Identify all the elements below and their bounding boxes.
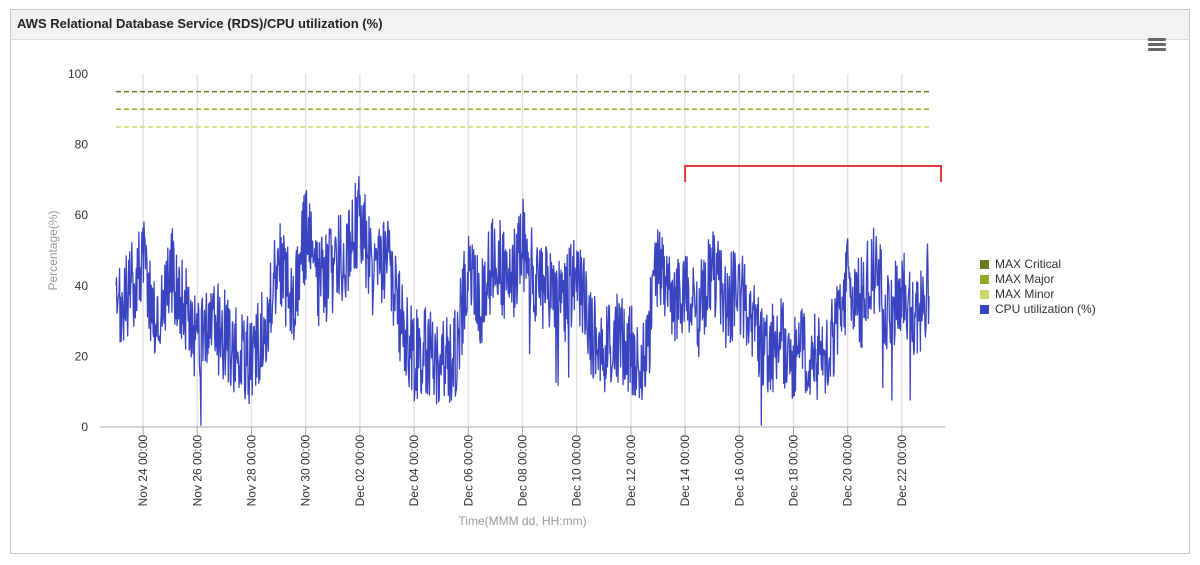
x-tick-label: Dec 08 00:00 [516,435,530,507]
y-tick-label: 100 [68,67,88,81]
x-tick-label: Dec 18 00:00 [787,435,801,507]
series-layer [115,175,930,426]
x-tick-label: Dec 16 00:00 [732,435,746,507]
y-tick-label: 80 [75,138,89,152]
axes: Nov 24 00:00 Nov 26 00:00 Nov 28 00:00 Nov … [68,67,945,506]
legend-swatch [980,290,989,299]
x-axis-title: Time(MMM dd, HH:mm) [458,514,586,528]
legend-swatch [980,260,989,269]
panel-header: AWS Relational Database Service (RDS)/CP… [11,10,1189,40]
hamburger-menu-icon[interactable] [1147,36,1169,56]
y-axis-title: Percentage(%) [46,210,60,290]
legend-swatch [980,275,989,284]
y-tick-label: 0 [81,420,88,434]
x-tick-label: Nov 30 00:00 [299,435,313,507]
legend-item-label[interactable]: MAX Critical [995,257,1061,271]
y-tick-label: 40 [75,279,89,293]
annotation-bracket [684,165,942,182]
x-tick-label: Nov 24 00:00 [136,435,150,507]
highlight-bracket [684,165,942,182]
y-tick-label: 20 [75,349,89,363]
y-tick-label: 60 [75,208,89,222]
legend-item-label[interactable]: MAX Minor [995,287,1054,301]
x-tick-label: Dec 10 00:00 [570,435,584,507]
x-tick-label: Dec 14 00:00 [678,435,692,507]
legend-item-label[interactable]: MAX Major [995,272,1054,286]
chart-panel: AWS Relational Database Service (RDS)/CP… [10,9,1190,554]
x-tick-label: Dec 02 00:00 [353,435,367,507]
x-tick-label: Dec 06 00:00 [461,435,475,507]
x-tick-label: Nov 28 00:00 [245,435,259,507]
series-line-cpu-utilization [115,175,930,426]
x-tick-label: Dec 04 00:00 [407,435,421,507]
legend-item-label[interactable]: CPU utilization (%) [995,302,1096,316]
x-tick-label: Dec 20 00:00 [841,435,855,507]
panel-title: AWS Relational Database Service (RDS)/CP… [17,16,383,31]
legend-swatch [980,305,989,314]
x-tick-label: Dec 22 00:00 [895,435,909,507]
x-tick-label: Nov 26 00:00 [190,435,204,507]
x-tick-label: Dec 12 00:00 [624,435,638,507]
